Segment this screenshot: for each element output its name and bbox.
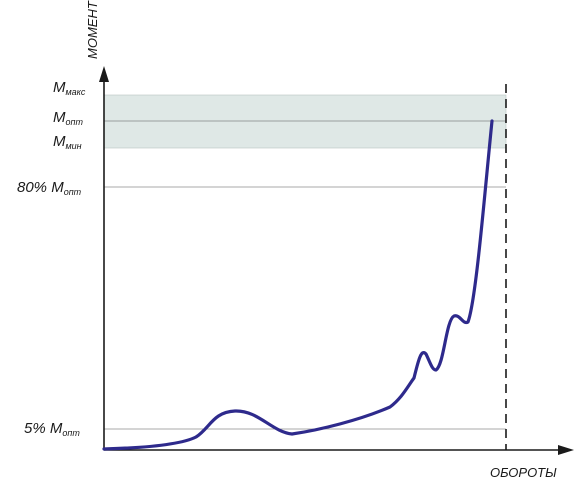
y-axis-arrow-icon bbox=[99, 66, 109, 82]
torque-curve bbox=[102, 119, 494, 451]
x-axis-label: ОБОРОТЫ bbox=[490, 465, 557, 480]
label-5-m-opt: 5% Mопт bbox=[24, 420, 80, 438]
label-m-min: Mмин bbox=[53, 133, 82, 151]
y-axis-label: МОМЕНТ bbox=[85, 0, 100, 59]
x-axis-arrow-icon bbox=[558, 445, 574, 455]
label-m-opt: Mопт bbox=[53, 109, 83, 127]
label-m-max: Mмакс bbox=[53, 79, 86, 97]
label-80-m-opt: 80% Mопт bbox=[17, 179, 82, 197]
tolerance-band bbox=[103, 94, 507, 149]
